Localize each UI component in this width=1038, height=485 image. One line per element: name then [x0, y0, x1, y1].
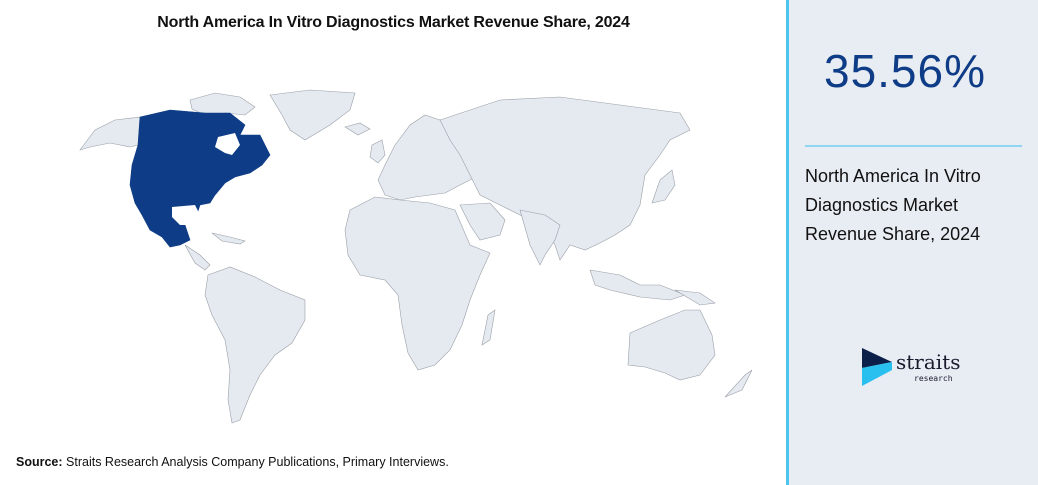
region-africa: [344, 196, 491, 371]
logo-subword: research: [914, 374, 953, 383]
share-description: North America In Vitro Diagnostics Marke…: [805, 166, 981, 244]
source-text: Straits Research Analysis Company Public…: [62, 455, 449, 469]
region-europe: [377, 114, 481, 201]
region-japan: [651, 169, 676, 204]
source-label: Source:: [16, 455, 63, 469]
accent-divider: [786, 0, 789, 485]
world-map: [79, 89, 753, 424]
region-iceland: [344, 122, 371, 136]
gulf-of-mexico: [172, 205, 200, 225]
stat-panel: 35.56% North America In Vitro Diagnostic…: [789, 0, 1038, 485]
region-uk: [369, 139, 386, 164]
chart-title: North America In Vitro Diagnostics Marke…: [157, 14, 630, 31]
region-madagascar: [481, 309, 496, 346]
region-greenland: [269, 89, 356, 141]
region-arctic-islands: [189, 92, 256, 116]
region-asia: [439, 96, 691, 261]
region-arabia: [459, 202, 506, 241]
straits-research-logo: straits research: [862, 348, 972, 388]
region-indonesia: [589, 269, 686, 301]
region-caribbean: [211, 232, 246, 245]
region-south-america: [204, 266, 306, 424]
panel-rule: [805, 145, 1022, 147]
region-papua: [674, 289, 716, 306]
region-alaska: [79, 116, 141, 151]
region-australia: [627, 309, 716, 381]
logo-word: straits: [896, 350, 961, 374]
source-note: Source: Straits Research Analysis Compan…: [16, 455, 449, 469]
region-india: [519, 209, 561, 266]
region-north-america-highlighted: [129, 109, 271, 248]
share-value: 35.56%: [823, 45, 986, 97]
logo-chevron-icon: [862, 348, 892, 386]
hudson-bay: [215, 133, 240, 155]
region-new-zealand: [724, 369, 753, 398]
map-section: North America In Vitro Diagnostics Marke…: [16, 14, 753, 469]
region-central-america: [184, 244, 211, 271]
